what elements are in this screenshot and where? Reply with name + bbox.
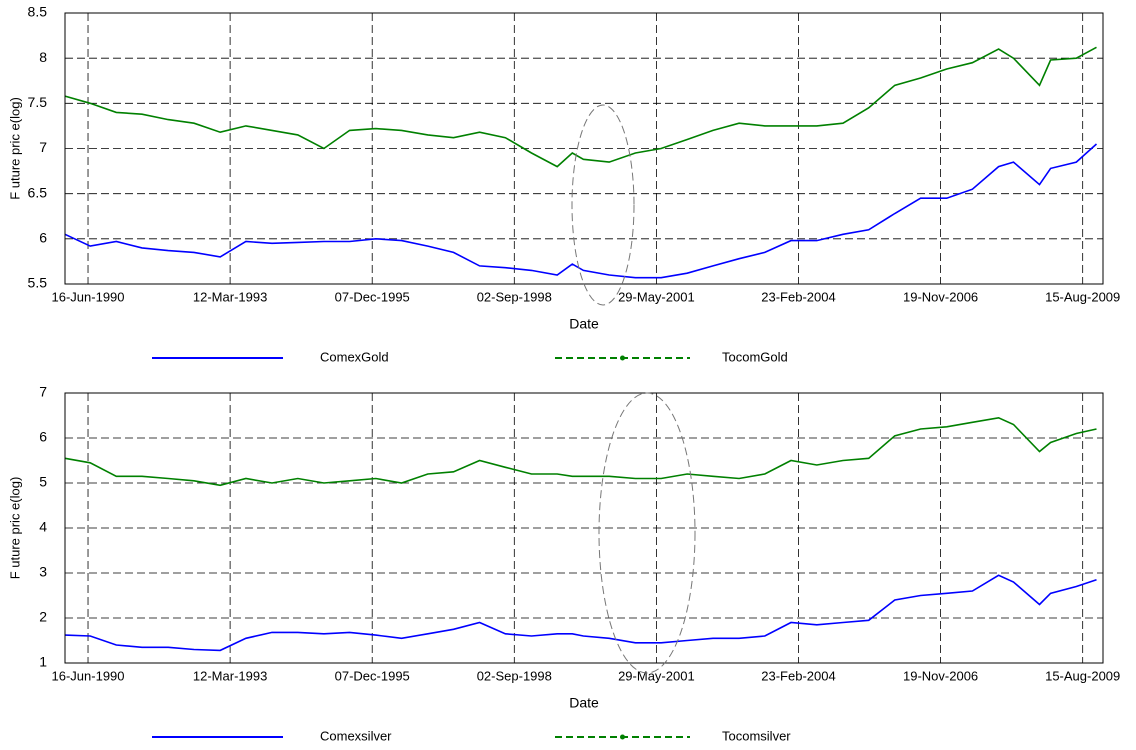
x-axis-label: Date: [569, 695, 599, 711]
x-tick-label: 16-Jun-1990: [52, 289, 125, 304]
legend-marker: [620, 734, 625, 740]
legend-label: Comexsilver: [320, 728, 392, 743]
data-line: [64, 574, 1097, 652]
y-tick-label: 5.5: [28, 275, 48, 291]
y-axis-label: F uture pric e(log): [7, 97, 22, 200]
x-tick-label: 16-Jun-1990: [52, 668, 125, 683]
y-tick-label: 6.5: [28, 184, 48, 200]
highlight-ellipse: [571, 104, 635, 306]
legend-marker: [620, 355, 625, 361]
x-tick-label: 07-Dec-1995: [335, 289, 410, 304]
legend-label: ComexGold: [320, 349, 389, 364]
x-tick-label: 19-Nov-2006: [903, 289, 978, 304]
y-tick-label: 4: [39, 519, 47, 535]
x-tick-label: 15-Aug-2009: [1045, 668, 1120, 683]
y-tick-label: 6: [39, 429, 47, 445]
x-tick-label: 02-Sep-1998: [477, 289, 552, 304]
y-tick-label: 8.5: [28, 4, 48, 20]
plot-frame: [64, 392, 1104, 664]
data-line: [64, 46, 1097, 168]
legend-label: TocomGold: [722, 349, 788, 364]
highlight-ellipse: [598, 392, 696, 674]
x-tick-label: 29-May-2001: [618, 668, 695, 683]
data-line: [64, 143, 1098, 279]
y-tick-label: 1: [39, 654, 47, 670]
legend-label: Tocomsilver: [722, 728, 791, 743]
y-tick-label: 3: [39, 564, 47, 580]
y-tick-label: 2: [39, 609, 47, 625]
x-tick-label: 07-Dec-1995: [335, 668, 410, 683]
x-tick-label: 19-Nov-2006: [903, 668, 978, 683]
y-tick-label: 7: [39, 139, 47, 155]
y-tick-label: 7.5: [28, 94, 48, 110]
y-tick-label: 5: [39, 474, 47, 490]
x-tick-label: 12-Mar-1993: [193, 668, 267, 683]
data-line: [64, 416, 1097, 487]
x-tick-label: 15-Aug-2009: [1045, 289, 1120, 304]
y-tick-label: 8: [39, 49, 47, 65]
x-tick-label: 12-Mar-1993: [193, 289, 267, 304]
x-tick-label: 02-Sep-1998: [477, 668, 552, 683]
plot-frame: [64, 12, 1104, 285]
y-tick-label: 7: [39, 384, 47, 400]
x-tick-label: 23-Feb-2004: [761, 668, 835, 683]
y-axis-label: F uture pric e(log): [7, 477, 22, 580]
x-axis-label: Date: [569, 316, 599, 332]
y-tick-label: 6: [39, 230, 47, 246]
x-tick-label: 23-Feb-2004: [761, 289, 835, 304]
x-tick-label: 29-May-2001: [618, 289, 695, 304]
